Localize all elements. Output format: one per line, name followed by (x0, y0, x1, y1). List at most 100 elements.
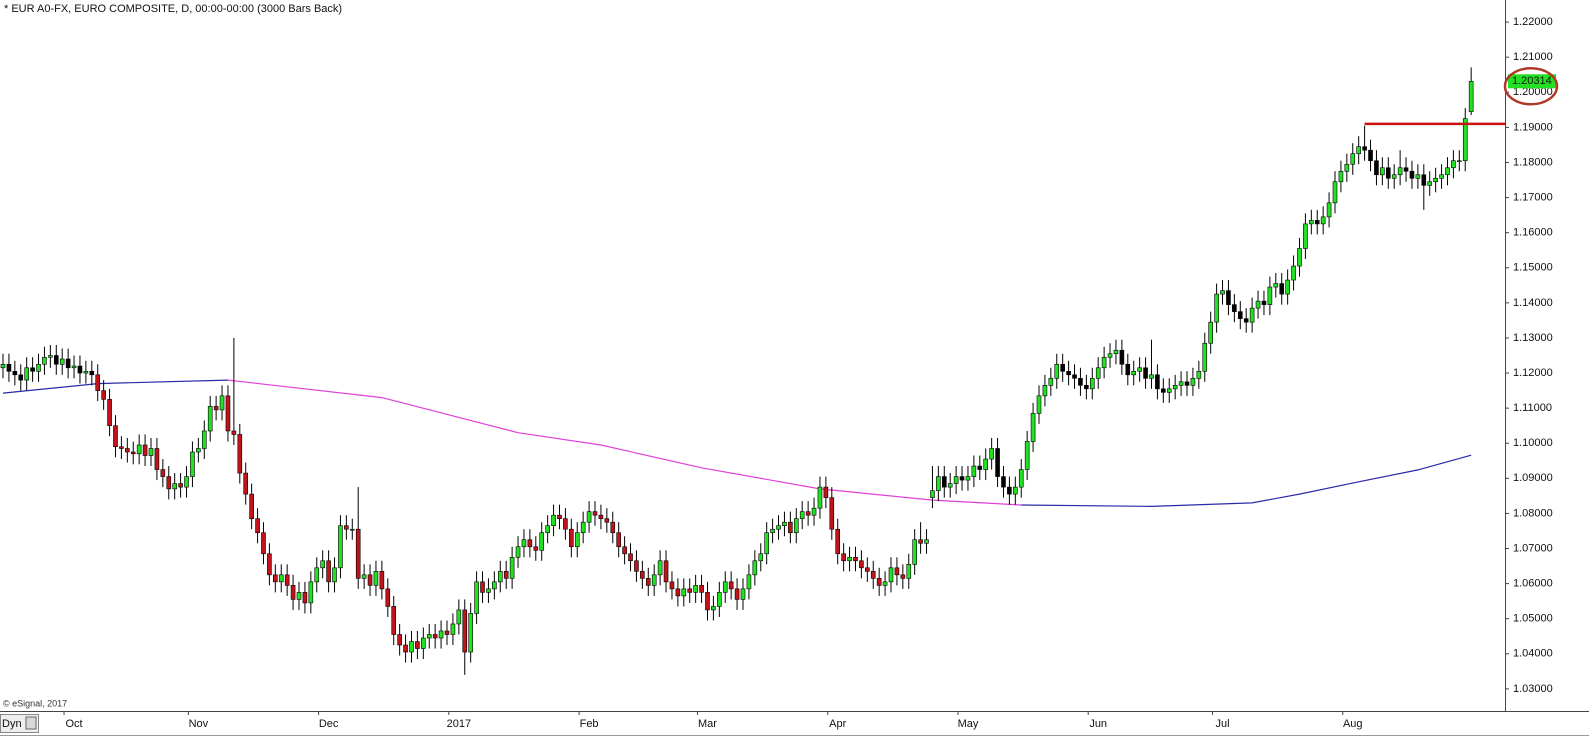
candle-body (432, 634, 438, 639)
candle-body (30, 367, 35, 372)
candle-body (1078, 378, 1083, 386)
candle-body (675, 588, 681, 597)
candle-body (148, 448, 154, 456)
candle-body (1409, 170, 1415, 179)
candle-body (598, 514, 604, 519)
candle-body (77, 365, 83, 374)
candle-body (12, 370, 18, 376)
candle-body (231, 430, 237, 435)
candle-body (776, 525, 781, 530)
candle-body (184, 476, 189, 488)
candle-body (53, 355, 59, 365)
candle-body (870, 571, 876, 579)
dyn-label[interactable]: Dyn (2, 718, 22, 730)
candle-body (912, 539, 917, 565)
candle-body (349, 528, 355, 531)
lock-icon[interactable] (25, 716, 37, 730)
y-tick-label: 1.08000 (1513, 507, 1553, 519)
candle-body (302, 592, 308, 604)
candle-body (569, 528, 574, 548)
candle-body (983, 458, 989, 470)
y-tick-label: 1.22000 (1513, 16, 1553, 28)
last-price-label: 1.20314 (1512, 75, 1552, 87)
candle-body (1125, 363, 1131, 376)
candle-body (1226, 290, 1231, 305)
candle-body (882, 581, 888, 586)
moving-average (227, 379, 1022, 506)
candle-body (338, 525, 343, 569)
candle-body (172, 483, 177, 490)
candle-body (196, 448, 201, 453)
candle-body (1273, 283, 1279, 288)
candle-body (788, 521, 793, 534)
candle-body (977, 465, 983, 470)
candle-body (237, 434, 243, 474)
candle-body (509, 556, 515, 579)
candle-body (805, 511, 811, 516)
candle-body (693, 585, 698, 593)
candle-body (1368, 149, 1373, 162)
candle-body (610, 521, 616, 534)
y-tick-label: 1.14000 (1513, 297, 1553, 309)
candle-body (1309, 220, 1314, 225)
candle-body (1214, 293, 1219, 323)
candle-body (1261, 300, 1267, 305)
candle-body (1374, 160, 1379, 176)
candle-body (438, 630, 444, 639)
candle-body (474, 581, 479, 614)
candle-body (314, 567, 320, 583)
candle-body (1208, 321, 1213, 344)
candle-body (782, 521, 787, 527)
candle-body (557, 514, 562, 519)
candle-body (178, 483, 183, 488)
candle-body (1119, 349, 1125, 365)
candle-body (142, 444, 148, 456)
candle-body (1451, 160, 1456, 169)
candle-body (580, 521, 586, 534)
y-tick-label: 1.04000 (1513, 648, 1553, 660)
candle-body (989, 448, 994, 460)
candle-body (415, 641, 420, 649)
y-tick-label: 1.12000 (1513, 367, 1553, 379)
candle-body (107, 399, 112, 426)
candle-body (634, 560, 639, 572)
candle-body (136, 444, 142, 455)
candle-body (450, 623, 456, 635)
candle-body (95, 374, 101, 391)
candle-body (1385, 167, 1391, 179)
candle-body (125, 448, 130, 453)
candle-body (379, 571, 385, 590)
candle-body (1149, 374, 1154, 379)
candle-body (1338, 170, 1344, 183)
candle-body (308, 581, 314, 604)
candle-body (1403, 167, 1409, 172)
candle-body (113, 425, 118, 448)
candle-body (1137, 367, 1142, 372)
candle-body (326, 560, 331, 583)
candle-body (468, 613, 473, 653)
candle-body (752, 560, 758, 576)
moving-average (1021, 454, 1472, 508)
candle-body (166, 476, 172, 490)
candle-body (640, 571, 645, 579)
candle-body (267, 553, 272, 576)
candle-body (841, 553, 846, 562)
candle-body (24, 367, 29, 381)
candle-body (604, 518, 610, 523)
candle-body (1172, 385, 1178, 390)
candle-body (717, 592, 722, 607)
candle-body (1427, 181, 1433, 186)
candle-body (1249, 307, 1255, 323)
candle-body (101, 390, 106, 400)
candle-body (1095, 367, 1101, 379)
candle-body (699, 585, 704, 593)
candle-body (59, 358, 65, 365)
candle-body (515, 546, 521, 558)
candle-body (1036, 395, 1042, 414)
candle-body (1190, 378, 1196, 386)
candle-body (1007, 486, 1012, 495)
candle-body (859, 560, 864, 569)
candle-body (1255, 300, 1261, 309)
candle-body (190, 451, 195, 477)
